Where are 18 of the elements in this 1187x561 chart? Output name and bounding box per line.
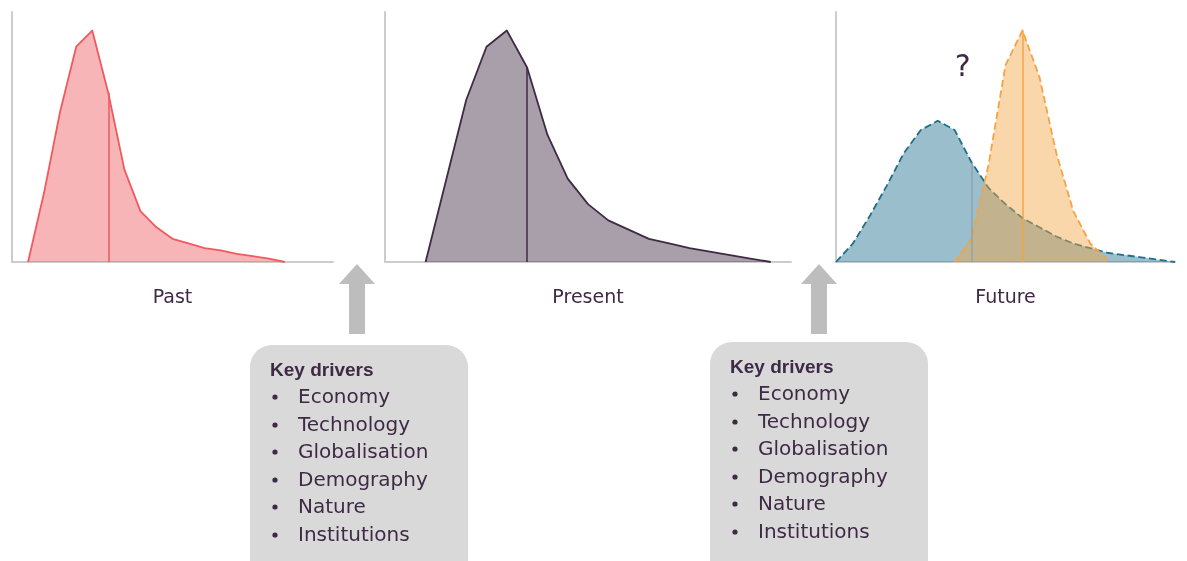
annotation: ?	[954, 47, 971, 83]
x-axis-title: Present	[552, 284, 624, 307]
text: Key drivers	[730, 356, 835, 378]
x-axis-title: Future	[975, 284, 1036, 307]
text: Economy	[298, 383, 392, 410]
text: Globalisation	[758, 435, 890, 462]
text: Globalisation	[298, 438, 430, 465]
text: Technology	[298, 410, 412, 438]
text: Demography	[758, 462, 889, 490]
text: Technology	[758, 407, 872, 435]
text: Nature	[298, 493, 367, 520]
text: Demography	[298, 465, 429, 493]
text: Institutions	[298, 520, 411, 548]
text: Economy	[758, 380, 852, 407]
text: Institutions	[758, 517, 871, 545]
text: Key drivers	[270, 359, 375, 381]
x-axis-title: Past	[152, 284, 193, 307]
text: Nature	[758, 490, 827, 517]
